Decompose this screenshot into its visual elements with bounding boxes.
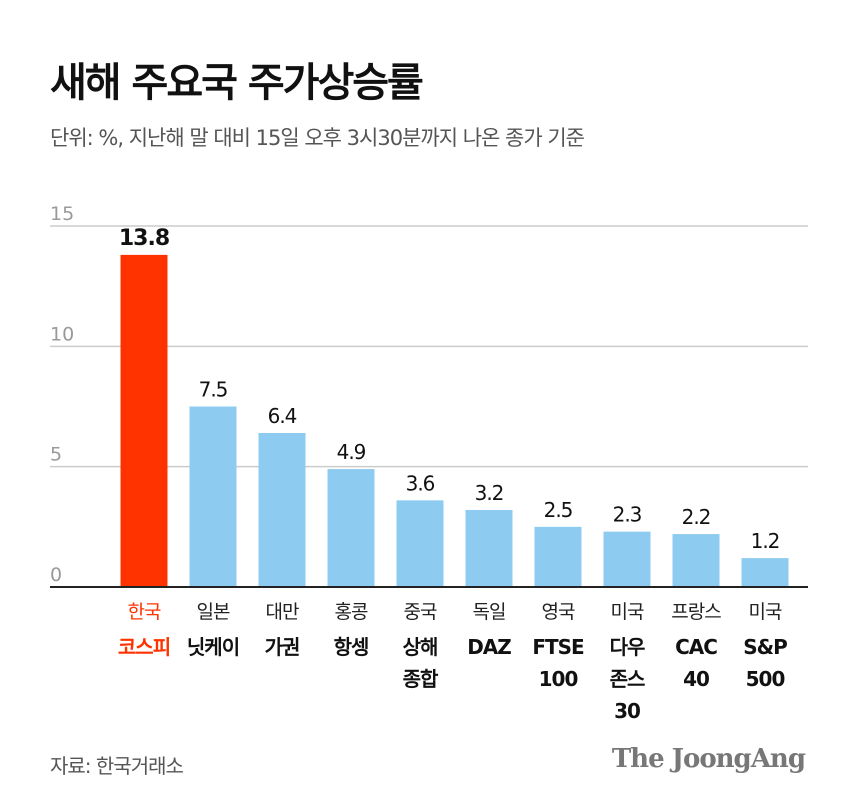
x-tick-index: 가권 [265,635,300,659]
bar [327,469,375,587]
x-tick-index: 닛케이 [187,635,239,659]
x-tick-index: CAC [675,635,717,659]
x-tick-index: FTSE [532,635,584,659]
bar [396,500,444,587]
data-label: 6.4 [268,404,297,428]
x-tick-index: 코스피 [118,635,170,659]
x-tick-country: 독일 [473,601,506,623]
x-tick-country: 한국 [128,601,161,623]
x-tick-country: 미국 [611,601,644,623]
bar [603,531,651,587]
data-label: 3.6 [406,471,435,495]
data-label: 1.2 [751,529,780,553]
x-tick-index: DAZ [467,635,511,659]
bar [258,432,306,587]
x-tick-index: 항셍 [334,635,369,659]
y-tick-label: 0 [50,564,62,586]
x-tick-index: 500 [746,667,785,691]
bar [672,534,720,587]
x-tick-index: 다우 [610,635,645,659]
data-label: 7.5 [199,378,228,402]
bar [534,526,582,587]
x-tick-index: 30 [614,699,640,723]
x-tick-index: 40 [683,667,709,691]
x-tick-country: 일본 [197,601,230,623]
data-label: 3.2 [475,481,504,505]
x-tick-country: 중국 [404,601,437,623]
x-tick-country: 미국 [749,601,782,623]
x-tick-index: 100 [539,667,578,691]
x-tick-country: 홍콩 [335,601,368,623]
data-label: 4.9 [337,440,366,464]
bar [189,406,237,587]
x-tick-index: S&P [743,635,787,659]
y-tick-label: 10 [50,323,74,345]
bar [465,509,513,587]
chart-title: 새해 주요국 주가상승률 [50,60,424,106]
publisher-logo: The JoongAng [611,744,806,774]
x-tick-country: 영국 [542,601,575,623]
data-label: 2.2 [682,505,711,529]
data-label: 13.8 [119,226,169,251]
bar [741,558,789,587]
x-tick-country: 대만 [266,601,299,623]
data-label: 2.5 [544,498,573,522]
bar [120,254,168,587]
x-tick-country: 프랑스 [671,601,721,623]
y-tick-label: 5 [50,444,62,466]
data-label: 2.3 [613,503,642,527]
chart-subtitle: 단위: %, 지난해 말 대비 15일 오후 3시30분까지 나온 종가 기준 [50,126,585,150]
source-note: 자료: 한국거래소 [50,754,184,778]
y-tick-label: 15 [50,203,74,225]
x-tick-index: 상해 [403,635,438,659]
x-tick-index: 종합 [403,667,439,691]
x-tick-index: 존스 [610,667,645,691]
